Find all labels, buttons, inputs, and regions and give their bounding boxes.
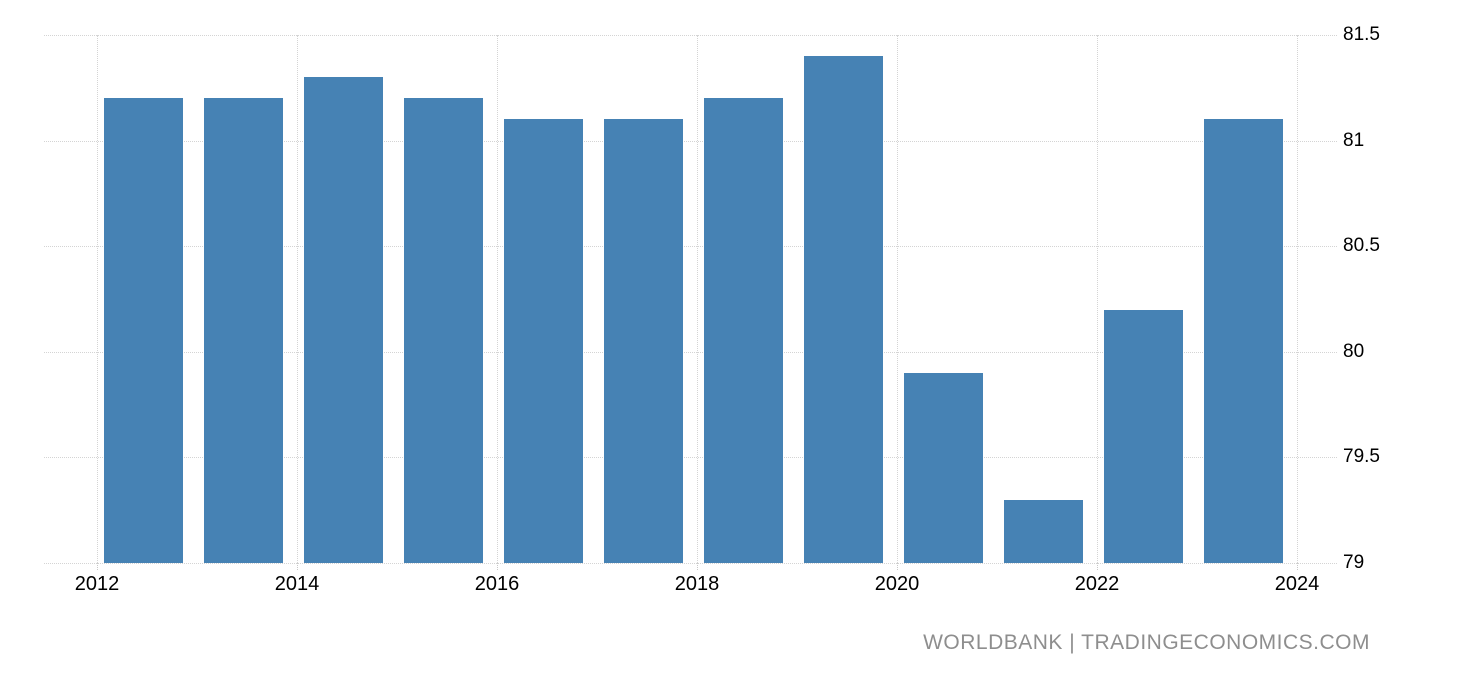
y-gridline <box>44 35 1337 36</box>
y-gridline <box>44 457 1337 459</box>
x-tick <box>897 563 898 570</box>
y-gridline <box>44 140 1337 142</box>
x-axis-label: 2022 <box>1074 573 1120 595</box>
bar-2013[interactable] <box>204 98 283 563</box>
watermark-text: WORLDBANK | TRADINGECONOMICS.COM <box>923 631 1370 654</box>
bar-2023[interactable] <box>1204 119 1283 563</box>
x-axis-label: 2012 <box>74 573 120 595</box>
y-axis-label: 79 <box>1343 552 1365 573</box>
x-axis-label: 2024 <box>1274 573 1320 595</box>
y-axis-label: 81.5 <box>1343 24 1380 45</box>
bar-2018[interactable] <box>704 98 783 563</box>
bar-2016[interactable] <box>504 119 583 563</box>
bar-2017[interactable] <box>604 119 683 563</box>
x-tick <box>1097 563 1098 570</box>
bar-2015[interactable] <box>404 98 483 563</box>
x-tick <box>1297 563 1298 570</box>
y-gridline <box>44 563 1337 564</box>
bar-2021[interactable] <box>1004 499 1083 563</box>
x-axis-label: 2020 <box>874 573 920 595</box>
bar-2012[interactable] <box>104 98 183 563</box>
y-axis-label: 80.5 <box>1343 235 1380 257</box>
x-gridline <box>97 35 98 563</box>
bar-2022[interactable] <box>1104 309 1183 563</box>
x-gridline <box>1297 35 1298 563</box>
x-axis-label: 2014 <box>274 573 320 595</box>
x-gridline <box>697 35 698 563</box>
y-axis-label: 79.5 <box>1343 446 1380 468</box>
y-gridline <box>44 351 1337 353</box>
x-gridline <box>497 35 498 563</box>
x-tick <box>497 563 498 570</box>
x-gridline <box>297 35 298 563</box>
x-gridline <box>897 35 898 563</box>
bar-2014[interactable] <box>304 77 383 563</box>
bar-2019[interactable] <box>804 56 883 563</box>
bar-2020[interactable] <box>904 372 983 563</box>
watermark: WORLDBANK | TRADINGECONOMICS.COM <box>923 631 1370 655</box>
x-tick <box>697 563 698 570</box>
y-gridline <box>44 246 1337 248</box>
x-tick <box>297 563 298 570</box>
y-axis-label: 80 <box>1343 340 1365 362</box>
x-tick <box>97 563 98 570</box>
y-axis-label: 81 <box>1343 129 1365 151</box>
x-axis-label: 2016 <box>474 573 520 595</box>
x-gridline <box>1097 35 1098 563</box>
x-axis-label: 2018 <box>674 573 720 595</box>
